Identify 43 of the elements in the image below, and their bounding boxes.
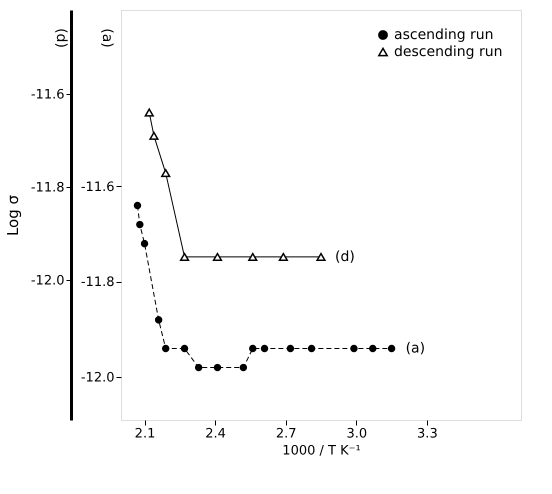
x-tick-label: 3.0 bbox=[346, 426, 368, 442]
point bbox=[308, 344, 316, 352]
x-tick-label: 2.4 bbox=[205, 426, 226, 442]
y2-tick-label: -12.0 bbox=[80, 370, 114, 386]
legend-label: ascending run bbox=[394, 27, 494, 43]
point bbox=[144, 108, 154, 117]
point bbox=[388, 344, 396, 352]
point bbox=[278, 252, 288, 262]
point bbox=[161, 168, 170, 178]
text: (d) bbox=[53, 28, 69, 48]
x-tick-label: 3.3 bbox=[417, 426, 438, 442]
point bbox=[154, 316, 162, 324]
point bbox=[180, 344, 188, 352]
point bbox=[248, 252, 258, 262]
y-axis-title: Log σ bbox=[4, 194, 22, 236]
point bbox=[316, 252, 326, 262]
y2-tick-label: -11.8 bbox=[80, 275, 114, 290]
text: (a) bbox=[99, 28, 115, 48]
point bbox=[214, 364, 222, 372]
point bbox=[240, 364, 248, 372]
y2-tick-label: -11.6 bbox=[80, 180, 114, 195]
y-tick-label: -11.6 bbox=[30, 87, 64, 102]
point bbox=[249, 344, 256, 352]
point bbox=[140, 240, 148, 248]
point bbox=[149, 132, 159, 140]
y-tick-label: -11.8 bbox=[30, 180, 64, 196]
x-tick-label: 2.1 bbox=[134, 426, 156, 442]
point bbox=[369, 344, 376, 352]
point bbox=[162, 344, 170, 352]
point bbox=[260, 344, 268, 352]
point bbox=[194, 364, 202, 372]
point bbox=[136, 220, 144, 228]
point bbox=[180, 252, 190, 262]
point bbox=[212, 252, 222, 262]
annotation: (a) bbox=[406, 340, 426, 356]
annotation: (d) bbox=[335, 248, 355, 265]
legend-label: descending run bbox=[394, 44, 502, 60]
point bbox=[350, 344, 358, 352]
point bbox=[134, 202, 142, 210]
x-axis-title: 1000 / T K⁻¹ bbox=[282, 444, 361, 458]
y-tick-label: -12.0 bbox=[30, 274, 64, 289]
x-tick-label: 2.7 bbox=[276, 426, 297, 442]
point bbox=[286, 344, 294, 352]
